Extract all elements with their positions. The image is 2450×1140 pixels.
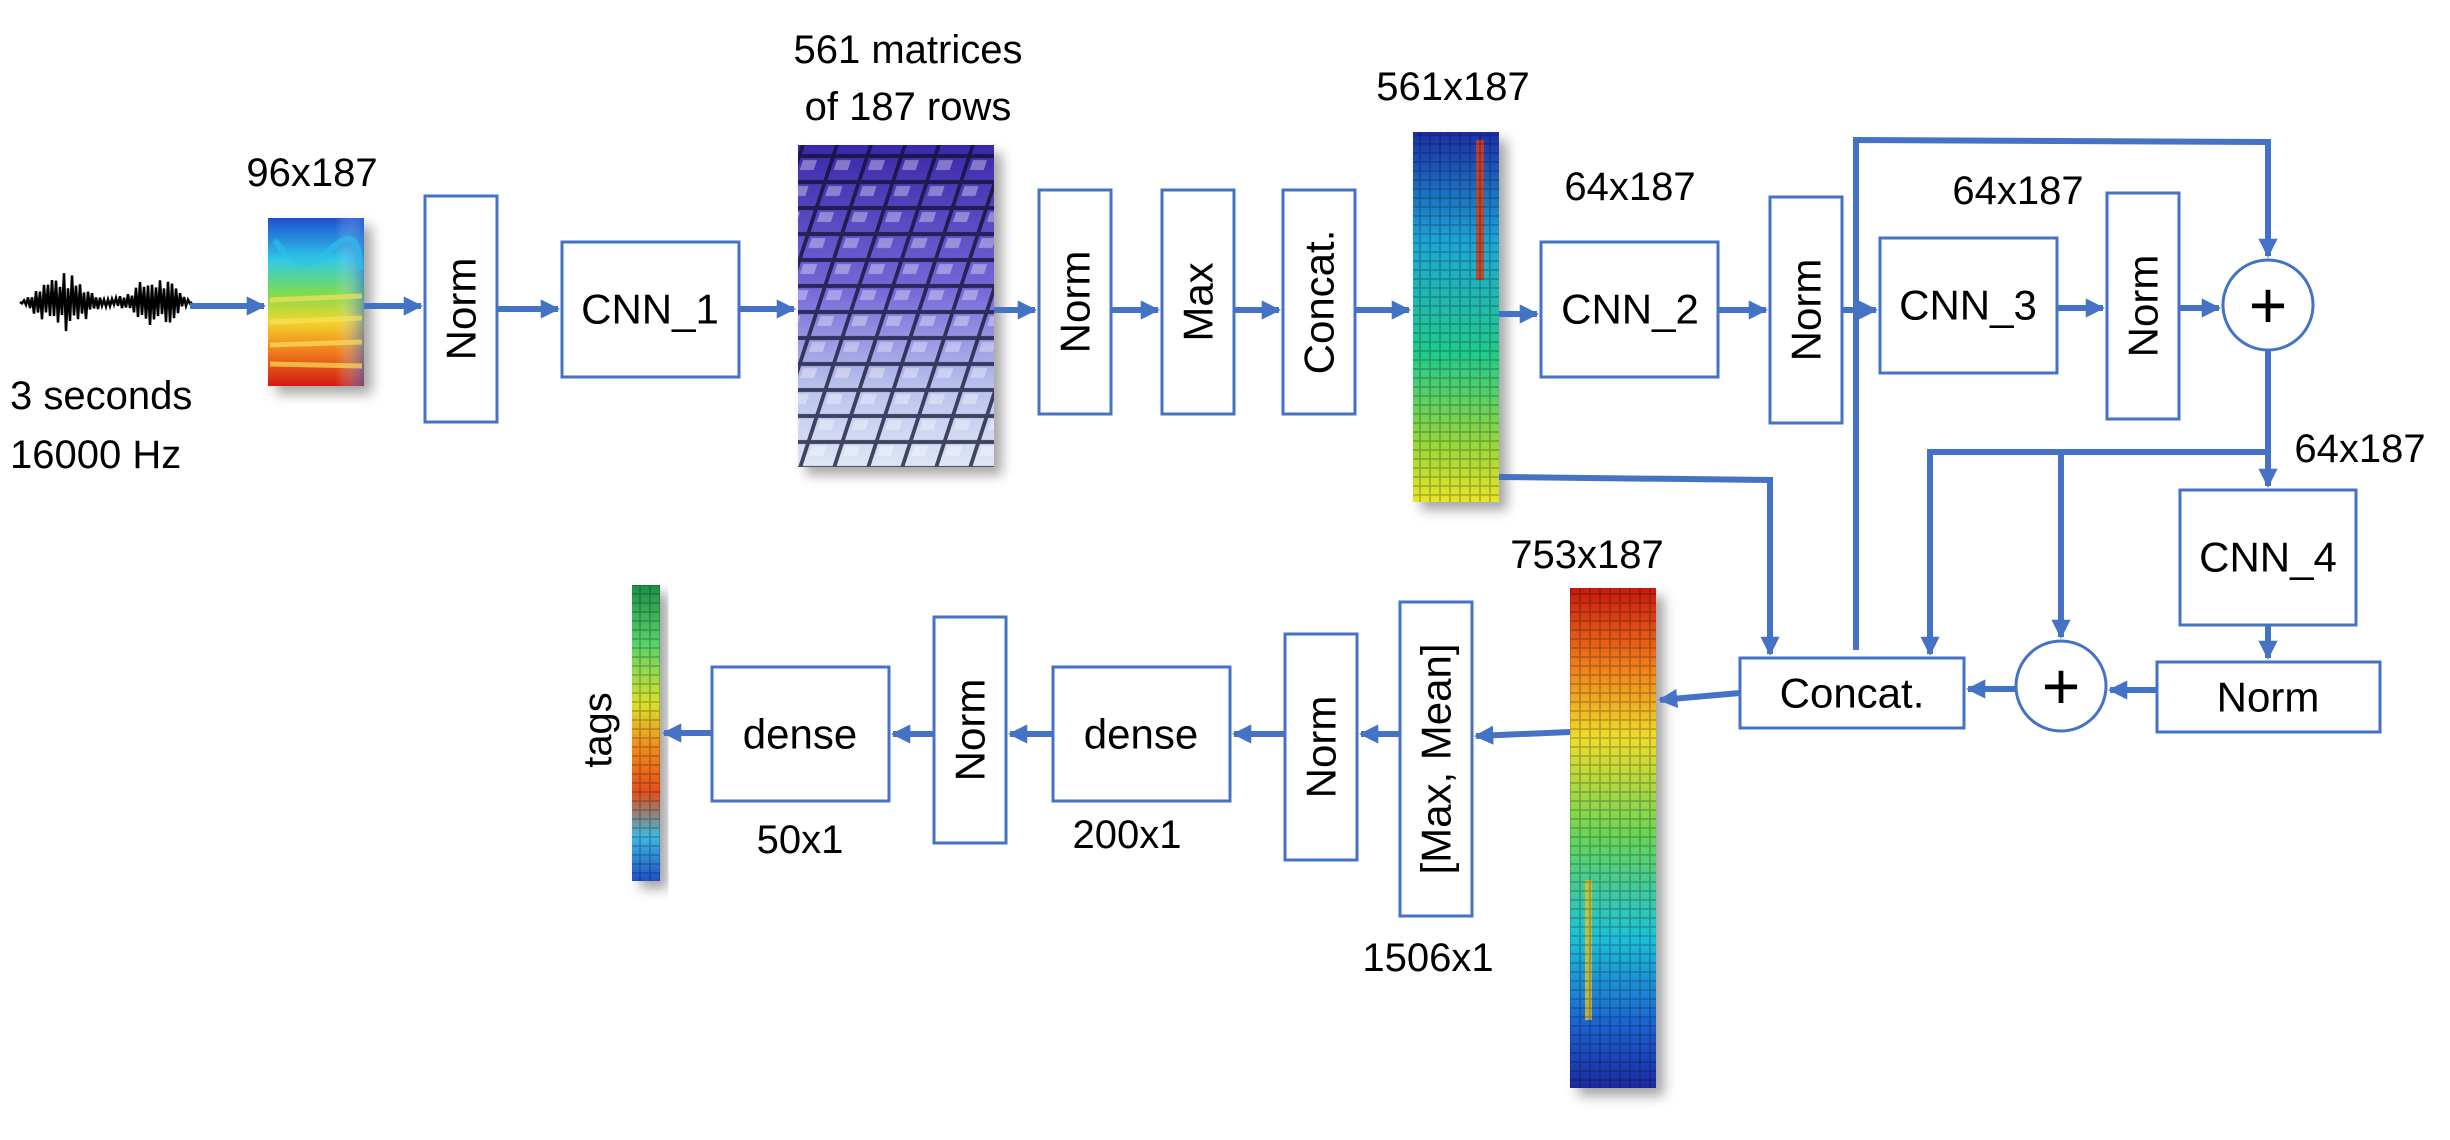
connectors [190,136,2278,745]
norm-block-2: Norm [1037,188,1113,416]
cnn2-block: CNN_2 [1539,240,1720,379]
cnn1-block: CNN_1 [560,240,741,379]
dense-block-2-label: dense [743,711,857,758]
max-block-label: Max [1175,262,1222,341]
cnn2-dims-label: 64x187 [1564,165,1695,209]
sum-node-bottom-symbol: + [2042,649,2081,723]
pool-dims-label: 1506x1 [1362,936,1493,980]
cnn4-block-label: CNN_4 [2199,534,2337,581]
branch-to-concat [1920,449,2268,656]
sum-node-top: + [2221,258,2315,352]
concat-top-dims-label: 561x187 [1376,65,1529,109]
concat-block-bottom-label: Concat. [1780,670,1925,717]
skip-cnn2out-to-sum [1853,136,2278,650]
spectrogram-dims-label: 96x187 [246,151,377,195]
feature-map-561 [1413,132,1499,502]
matrices-image [798,145,994,467]
tags-label: tags [576,692,620,768]
norm-block-2-label: Norm [1052,251,1099,354]
norm-block-4-label: Norm [2120,255,2167,358]
cnn3-dims-label: 64x187 [1952,169,2083,213]
pool-block-label: [Max, Mean] [1413,643,1460,874]
pool-block: [Max, Mean] [1398,600,1474,918]
arrow-map753-to-pool [1474,725,1571,745]
norm-block-1-label: Norm [438,258,485,361]
norm-block-3-label: Norm [1783,259,1830,362]
norm-block-7-label: Norm [947,679,994,782]
cnn3-block-label: CNN_3 [1899,282,2037,329]
dense2-dims-label: 50x1 [757,818,844,862]
arrow-concat-to-map753 [1658,688,1741,709]
skip-map561-to-concat [1498,474,1780,656]
norm-block-6-label: Norm [1298,696,1345,799]
concat-block-bottom: Concat. [1738,656,1966,730]
concat-block-top-label: Concat. [1296,230,1343,375]
norm-block-4: Norm [2105,191,2181,421]
waveform-icon [19,273,193,332]
feature-map-753 [1570,588,1656,1088]
input-sample-rate-label: 16000 Hz [10,433,181,477]
sum-node-top-symbol: + [2249,268,2288,342]
norm-block-7: Norm [932,615,1008,845]
concat-bottom-dims-label: 753x187 [1510,533,1663,577]
dense1-dims-label: 200x1 [1073,813,1182,857]
cnn3-block: CNN_3 [1878,236,2059,375]
max-block: Max [1160,188,1236,416]
norm-block-5-label: Norm [2217,674,2320,721]
norm-block-6: Norm [1283,632,1359,862]
spectrogram-image [268,218,364,386]
input-duration-label: 3 seconds [10,374,192,418]
cnn1-block-label: CNN_1 [581,286,719,333]
cnn2-block-label: CNN_2 [1561,286,1699,333]
matrices-count-label: 561 matrices [794,28,1023,72]
tags-output-bar [632,585,660,881]
matrices-rows-label: of 187 rows [805,85,1012,129]
sum-node-bottom: + [2014,639,2108,733]
cnn4-dims-label: 64x187 [2294,427,2425,471]
concat-block-top: Concat. [1281,188,1357,416]
norm-block-3: Norm [1768,195,1844,425]
norm-block-1: Norm [423,194,499,424]
dense-block-1-label: dense [1084,711,1198,758]
dense-block-2: dense [710,665,891,803]
dense-block-1: dense [1051,665,1232,803]
norm-block-5: Norm [2155,660,2382,734]
cnn4-block: CNN_4 [2178,488,2358,627]
